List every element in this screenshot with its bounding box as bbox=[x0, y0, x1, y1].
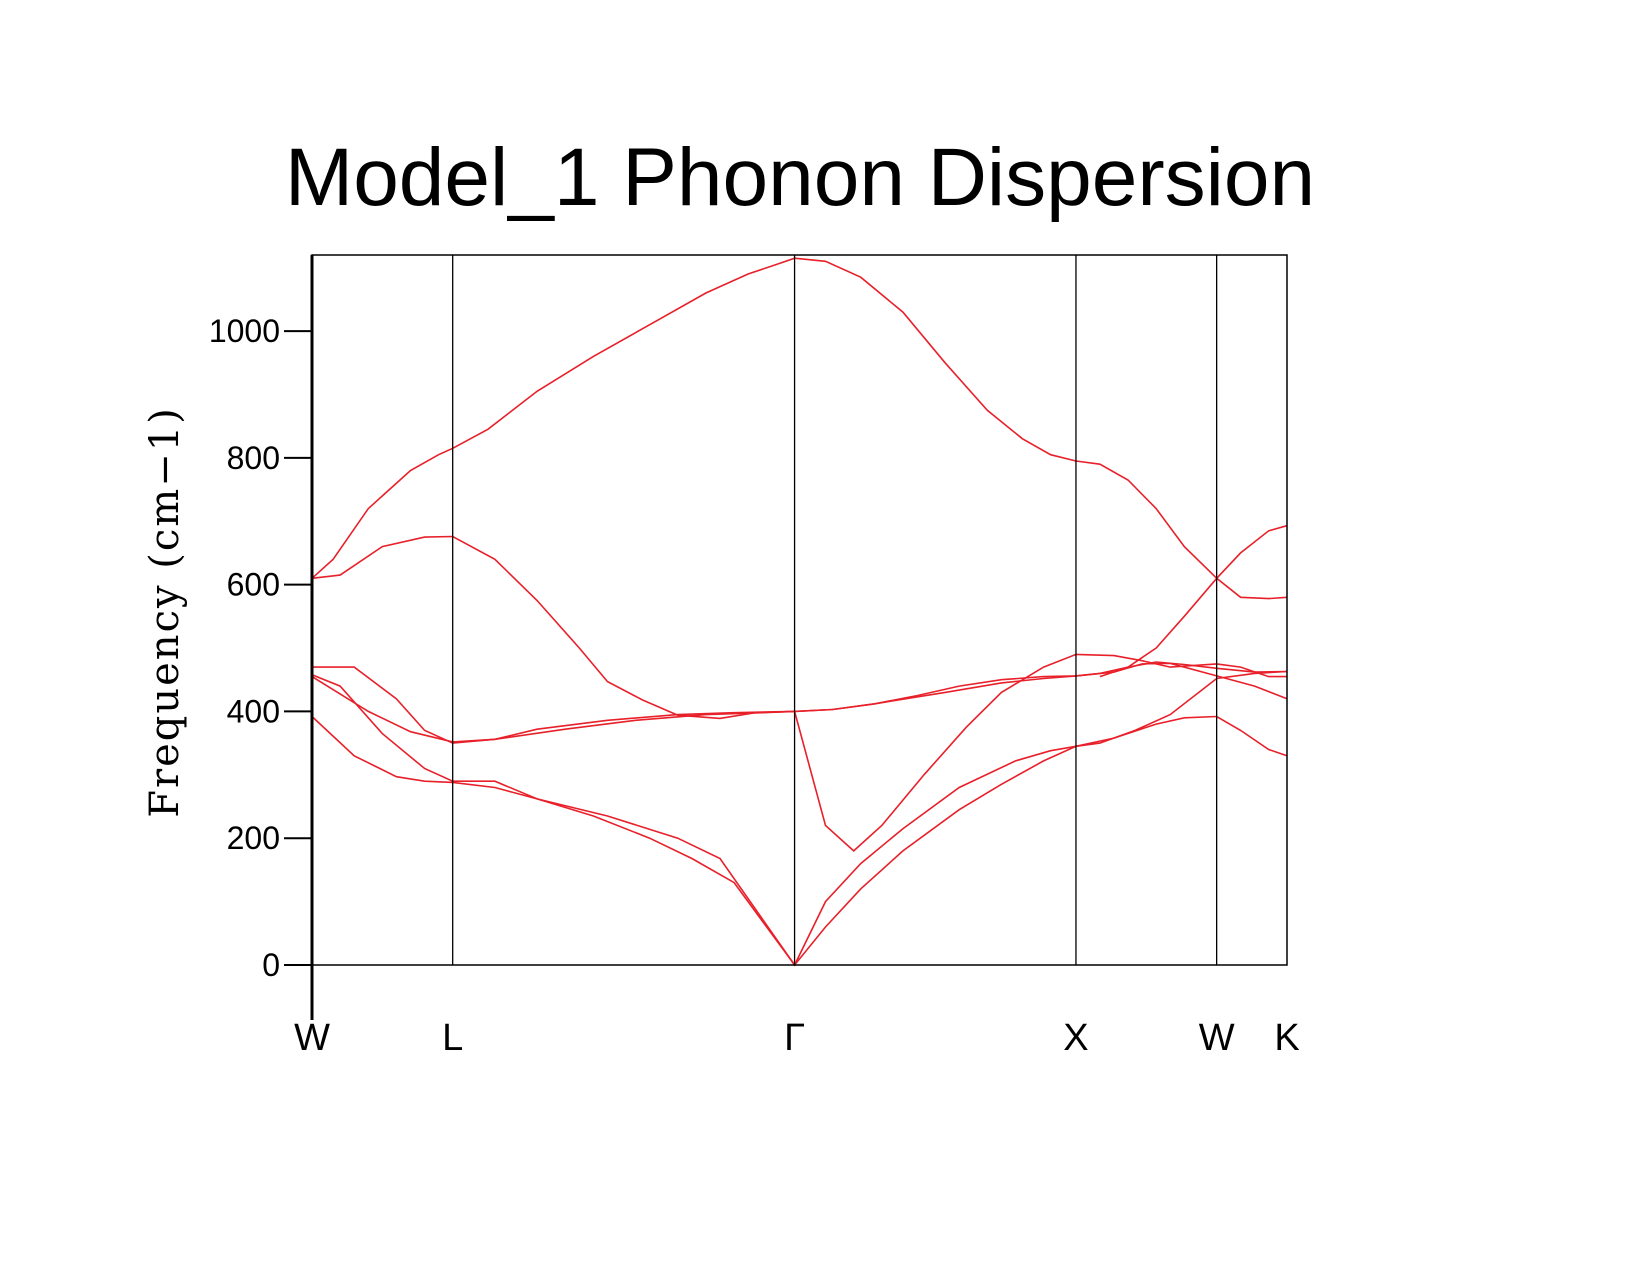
band-lines bbox=[311, 257, 1288, 967]
y-tick-label: 200 bbox=[227, 820, 280, 856]
y-axis-ticks: 0 200 400 600 800 1000 bbox=[209, 313, 312, 983]
plot-frame bbox=[311, 254, 1288, 966]
y-tick-label: 1000 bbox=[209, 313, 280, 349]
phonon-branch-5 bbox=[311, 535, 1287, 852]
high-symmetry-label: L bbox=[442, 1017, 463, 1059]
phonon-branch-7 bbox=[1099, 524, 1288, 678]
phonon-branch-4 bbox=[312, 662, 1288, 744]
y-tick-label: 0 bbox=[262, 947, 280, 983]
high-symmetry-label: W bbox=[1199, 1017, 1235, 1059]
y-tick-label: 600 bbox=[227, 567, 280, 603]
phonon-branch-6 bbox=[311, 257, 1288, 600]
chart-title: Model_1 Phonon Dispersion bbox=[285, 132, 1315, 223]
phonon-branch-2 bbox=[311, 670, 1288, 967]
y-tick-label: 400 bbox=[227, 693, 280, 729]
high-symmetry-lines bbox=[452, 255, 1218, 965]
high-symmetry-label: X bbox=[1063, 1017, 1088, 1059]
phonon-branch-1 bbox=[311, 715, 1288, 967]
y-tick-label: 800 bbox=[227, 440, 280, 476]
high-symmetry-label: W bbox=[294, 1017, 330, 1059]
y-axis-label: Frequency (cm−1) bbox=[142, 406, 188, 818]
high-symmetry-label: K bbox=[1274, 1017, 1299, 1059]
high-symmetry-label: Γ bbox=[784, 1017, 805, 1059]
